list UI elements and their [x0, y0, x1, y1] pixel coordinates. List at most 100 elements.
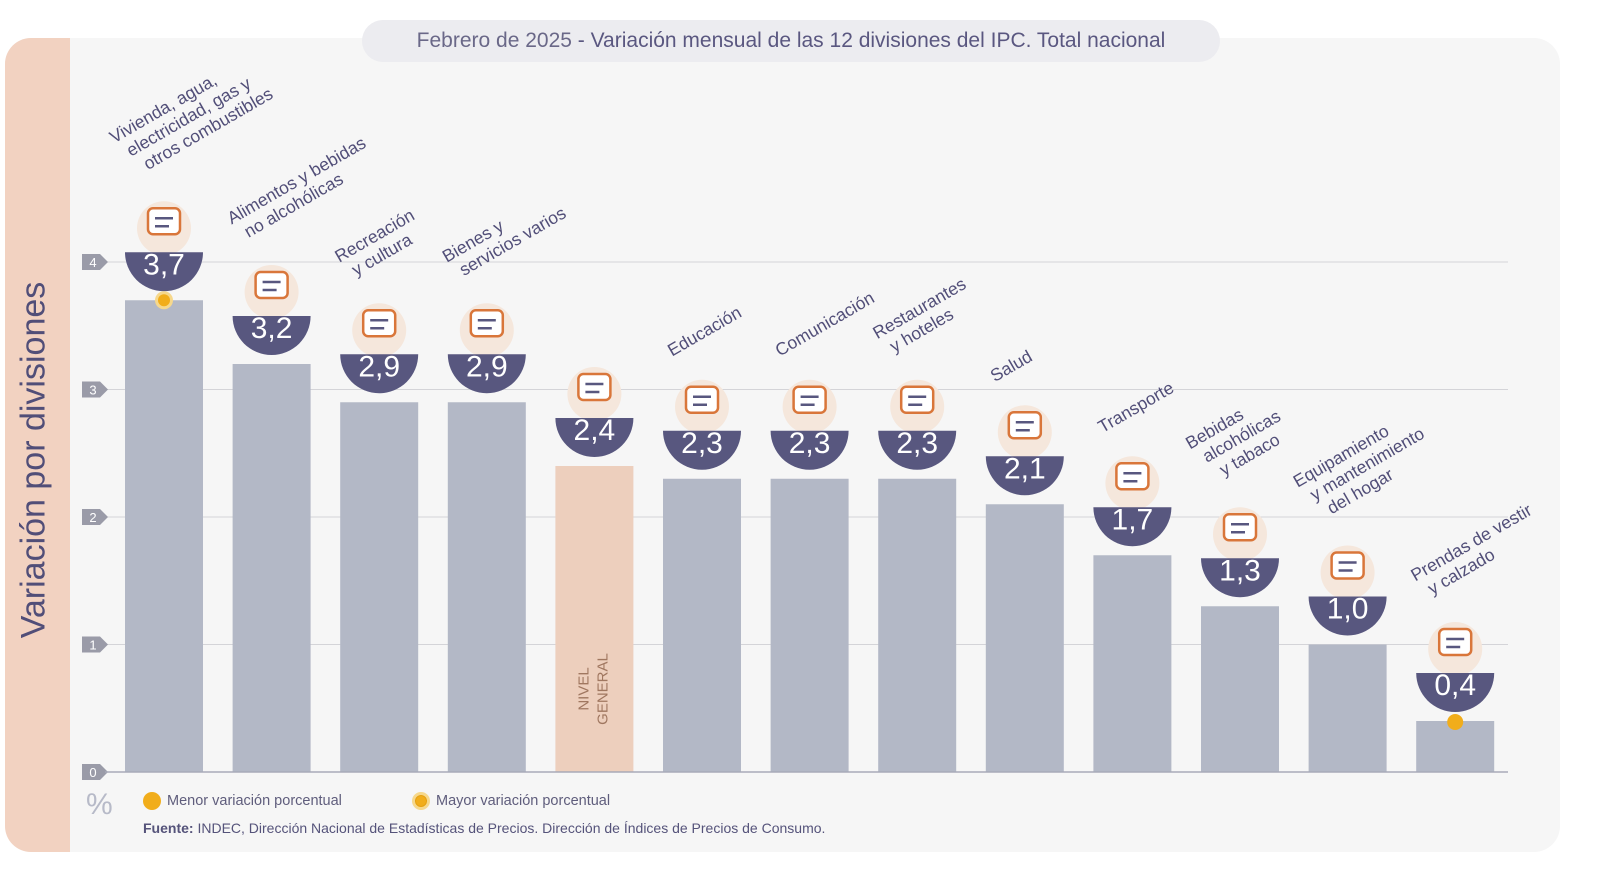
category-label-line: Salud	[987, 346, 1036, 386]
title-prefix: Febrero de 2025	[416, 29, 572, 52]
bar	[1093, 555, 1172, 772]
value-label: 3,2	[251, 312, 293, 345]
source-note: Fuente: INDEC, Dirección Nacional de Est…	[143, 820, 825, 836]
bar-inner-label-line: GENERAL	[594, 653, 611, 725]
value-label: 2,3	[896, 427, 938, 460]
value-label: 1,0	[1327, 593, 1369, 626]
health-cross-icon	[1007, 411, 1043, 440]
y-axis-label: Variación por divisiones	[14, 281, 53, 639]
icon-shape	[1330, 551, 1365, 580]
value-label: 1,7	[1112, 503, 1154, 536]
max-marker-icon	[412, 792, 430, 810]
chart-title: Febrero de 2025 - Variación mensual de l…	[362, 20, 1220, 62]
highlight-bar-label: NIVEL GENERAL	[575, 653, 611, 725]
shopping-bag-icon	[577, 372, 612, 402]
bar	[770, 478, 849, 772]
clothing-icon	[1437, 627, 1473, 657]
icon-shape	[361, 309, 397, 338]
legend-min-label: Menor variación porcentual	[167, 793, 342, 809]
y-tick-marker	[82, 636, 108, 653]
icon-shape	[1437, 627, 1473, 657]
value-badge	[232, 316, 311, 355]
icon-shape	[1222, 513, 1258, 542]
value-badge	[770, 430, 849, 470]
value-badge	[1416, 673, 1495, 712]
legend-min: Menor variación porcentual	[143, 792, 342, 810]
icon-shape	[899, 385, 935, 414]
category-label: Comunicación	[772, 287, 878, 360]
notebook-icon	[684, 385, 720, 414]
bar	[878, 478, 957, 772]
bar-inner-label-line: NIVEL	[575, 667, 592, 710]
y-tick-marker	[82, 509, 108, 525]
value-badge	[1308, 596, 1387, 636]
y-tick-label: 4	[89, 255, 96, 270]
icon-shape	[254, 270, 289, 300]
utilities-icon	[146, 207, 182, 236]
bar	[1308, 644, 1387, 772]
value-label: 2,9	[466, 350, 508, 383]
category-label: Educación	[664, 302, 745, 360]
bar	[447, 402, 526, 772]
max-marker-icon	[158, 294, 170, 307]
value-badge	[1201, 558, 1279, 598]
restaurant-icon	[899, 385, 935, 414]
drinks-icon	[1222, 513, 1258, 542]
value-badge	[878, 430, 957, 470]
value-label: 3,7	[143, 248, 185, 281]
y-tick-label: 1	[89, 638, 96, 653]
category-label-line: Educación	[664, 302, 745, 360]
title-separator: -	[571, 29, 591, 52]
y-tick-label: 2	[89, 510, 96, 525]
value-label: 2,4	[574, 414, 616, 447]
icon-shape	[146, 207, 182, 236]
source-text: INDEC, Dirección Nacional de Estadística…	[197, 820, 826, 836]
icon-shape	[792, 385, 827, 414]
side-band	[5, 38, 70, 852]
category-label: Salud	[987, 346, 1036, 386]
min-marker-icon	[143, 792, 161, 810]
value-badge	[1093, 507, 1172, 547]
y-tick-label: 3	[89, 383, 96, 398]
appliance-icon	[1330, 551, 1365, 580]
value-label: 2,3	[681, 427, 723, 460]
bar	[985, 504, 1064, 772]
icon-shape	[684, 385, 720, 414]
bar	[232, 364, 311, 772]
value-badge	[125, 252, 203, 292]
value-label: 0,4	[1434, 669, 1476, 702]
value-label: 2,3	[789, 427, 831, 460]
bar	[1201, 606, 1279, 772]
category-label-line: Comunicación	[772, 287, 878, 360]
value-label: 1,3	[1219, 554, 1261, 587]
personal-care-icon	[469, 309, 505, 338]
y-tick-marker	[82, 254, 108, 270]
value-badge	[555, 418, 634, 457]
category-label: Transporte	[1094, 377, 1177, 436]
value-label: 2,9	[358, 350, 400, 383]
icon-shape	[469, 309, 505, 338]
icon-shape	[577, 372, 612, 402]
y-tick-label: 0	[89, 765, 96, 780]
icon-shape	[1007, 411, 1043, 440]
category-label: Vivienda, agua,electricidad, gas yotros …	[106, 70, 276, 174]
bar	[125, 300, 203, 772]
bar	[340, 402, 419, 772]
recreation-icon	[361, 309, 397, 338]
food-icon	[254, 270, 289, 300]
y-tick-marker	[82, 764, 108, 780]
y-tick-marker	[82, 381, 108, 398]
value-badge	[340, 354, 419, 394]
value-badge	[663, 430, 741, 470]
value-badge	[985, 456, 1064, 496]
legend-max-label: Mayor variación porcentual	[436, 793, 611, 809]
source-label: Fuente:	[143, 820, 194, 836]
value-badge	[447, 354, 526, 394]
value-label: 2,1	[1004, 452, 1046, 485]
